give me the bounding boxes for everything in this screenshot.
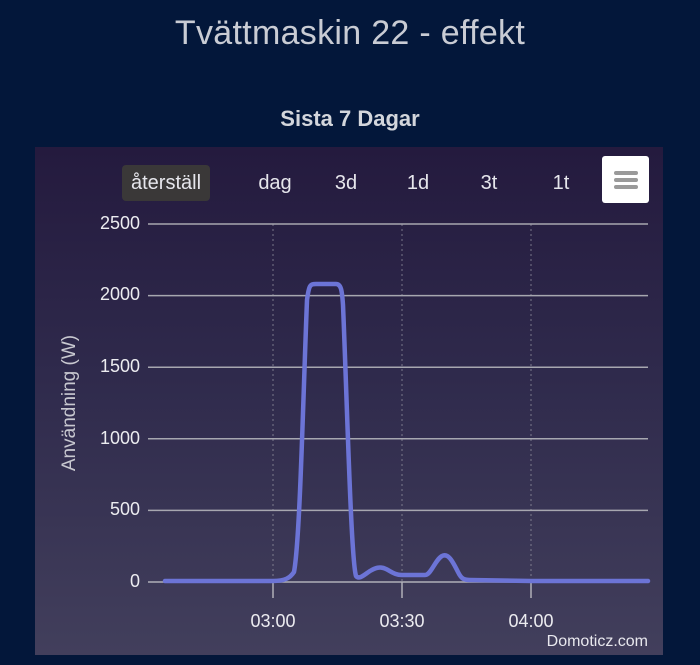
- x-tick-label: 04:00: [508, 611, 554, 631]
- range-button-1t[interactable]: 1t: [552, 172, 570, 194]
- y-tick-label: 0: [129, 571, 140, 591]
- y-tick-label: 2000: [99, 284, 140, 304]
- y-tick-label: 1000: [99, 428, 140, 448]
- page-title: Tvättmaskin 22 - effekt: [174, 14, 526, 52]
- x-axis: [148, 581, 648, 598]
- x-tick-label: 03:00: [250, 611, 296, 631]
- reset-zoom-button[interactable]: återställ: [122, 165, 211, 201]
- vertical-gridlines: [272, 224, 532, 582]
- range-button-3d[interactable]: 3d: [334, 172, 358, 194]
- range-button-1d[interactable]: 1d: [406, 172, 430, 194]
- range-button-day[interactable]: dag: [258, 172, 292, 194]
- series-line: [162, 281, 651, 584]
- y-tick-label: 1500: [99, 356, 140, 376]
- chart-title: Sista 7 Dagar: [280, 106, 420, 131]
- horizontal-gridlines: [148, 223, 648, 512]
- range-button-3t[interactable]: 3t: [480, 172, 498, 194]
- chart-menu-button[interactable]: [602, 156, 649, 203]
- credits-link[interactable]: Domoticz.com: [546, 633, 648, 650]
- y-tick-label: 2500: [99, 213, 140, 233]
- y-tick-label: 500: [109, 499, 140, 519]
- chart-panel: [35, 147, 663, 655]
- x-tick-label: 03:30: [379, 611, 425, 631]
- y-axis-title: Användning (W): [59, 334, 80, 472]
